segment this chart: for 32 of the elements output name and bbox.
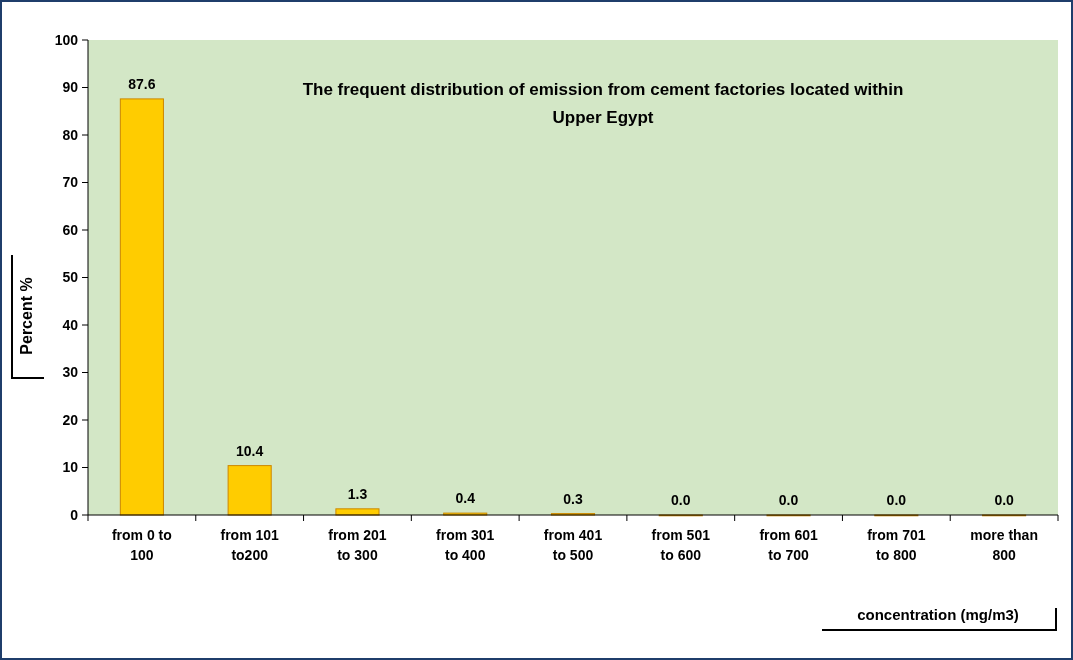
data-label: 1.3 (347, 485, 368, 502)
y-tick-label: 70 (62, 174, 79, 191)
x-tick-label: from 501 to 600 (651, 527, 711, 563)
y-tick-label: 50 (62, 269, 79, 286)
data-label: 0.0 (886, 492, 907, 508)
x-tick-label: from 201 to 300 (328, 527, 387, 563)
data-label: 0.4 (455, 490, 476, 507)
x-tick-label: more than 800 (970, 527, 1038, 563)
x-axis-title: concentration (mg/m3) (857, 606, 1019, 623)
data-label: 0.0 (994, 492, 1015, 508)
data-label: 0.0 (778, 492, 799, 508)
y-tick-label: 80 (62, 126, 79, 143)
x-tick-label: from 101 to200 (220, 527, 280, 563)
text: The frequent distribution of emission from cement factories located within Upper Egypt (302, 80, 904, 127)
y-tick-label: 90 (62, 79, 79, 96)
x-tick-label: from 601 to 700 (759, 527, 818, 563)
y-tick-label: 40 (62, 316, 79, 333)
y-tick-label: 30 (62, 364, 79, 381)
y-tick-label: 10 (62, 459, 79, 476)
data-label: 87.6 (128, 75, 156, 92)
data-label: 0.3 (563, 490, 583, 507)
y-tick-label: 100 (54, 31, 79, 48)
y-tick-label: 0 (70, 506, 79, 523)
y-axis-title: Percent % (18, 277, 35, 355)
data-label: 10.4 (236, 442, 264, 459)
y-tick-label: 60 (62, 221, 79, 238)
y-tick-label: 20 (62, 411, 79, 428)
data-label: 0.0 (671, 492, 691, 508)
x-tick-label: from 401 to 500 (543, 527, 603, 563)
x-tick-label: from 301 to 400 (436, 527, 495, 563)
x-tick-label: from 701 to 800 (867, 527, 926, 563)
x-tick-label: from 0 to 100 (111, 527, 172, 563)
